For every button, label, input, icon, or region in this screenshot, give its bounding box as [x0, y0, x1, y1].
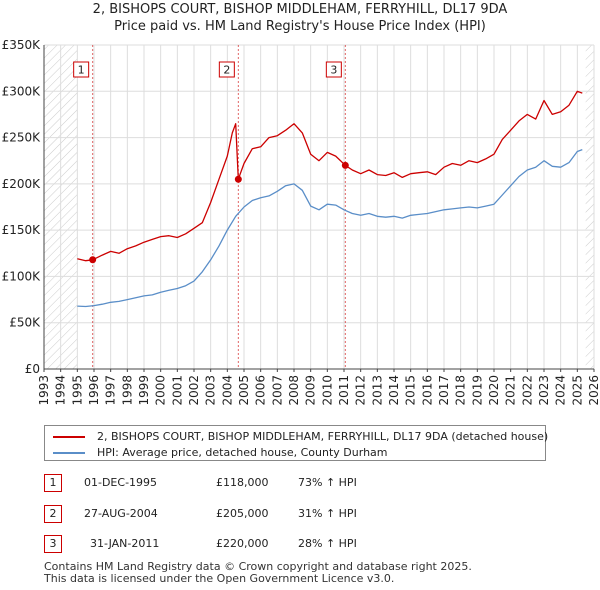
- sale-date: 01-DEC-1995: [84, 476, 158, 489]
- sale-date: 27-AUG-2004: [84, 507, 158, 520]
- x-tick-label: 2017: [437, 375, 451, 406]
- x-tick-label: 2016: [420, 375, 434, 406]
- x-tick-label: 2026: [587, 375, 600, 406]
- x-tick-label: 2005: [237, 375, 251, 406]
- x-tick-label: 2020: [487, 375, 501, 406]
- sale-date: 31-JAN-2011: [90, 537, 160, 550]
- hatched-region-end: [585, 45, 594, 369]
- x-tick-label: 1996: [87, 375, 101, 406]
- y-tick-label: £100K: [2, 269, 42, 283]
- x-tick-label: 2000: [154, 375, 168, 406]
- x-tick-label: 2002: [187, 375, 201, 406]
- legend-label-hpi: HPI: Average price, detached house, Coun…: [97, 446, 388, 459]
- x-tick-label: 2018: [454, 375, 468, 406]
- legend-line-hpi: [53, 452, 85, 454]
- property-price-line: [77, 90, 583, 262]
- y-tick-label: £0: [25, 362, 40, 376]
- price-chart: 1 2 3 £0 £50K £100K £150K £200K £250K £300K £350K…: [2, 38, 600, 406]
- x-tick-label: 2019: [470, 375, 484, 406]
- x-tick-label: 1998: [120, 375, 134, 406]
- sale-price: £220,000: [216, 537, 269, 550]
- legend-item-property: 2, BISHOPS COURT, BISHOP MIDDLEHAM, FERR…: [53, 430, 548, 443]
- x-tick-label: 2009: [304, 375, 318, 406]
- sale-point: [234, 175, 242, 183]
- sale-badge: 1: [44, 474, 62, 492]
- sale-price: £205,000: [216, 507, 269, 520]
- x-tick-label: 2008: [287, 375, 301, 406]
- sale-badge-label: 1: [78, 64, 85, 77]
- x-tick-label: 2022: [520, 375, 534, 406]
- legend: 2, BISHOPS COURT, BISHOP MIDDLEHAM, FERR…: [44, 425, 548, 461]
- x-tick-label: 2023: [537, 375, 551, 406]
- sale-hpi-change: 31% ↑ HPI: [298, 507, 357, 520]
- x-tick-label: 1999: [137, 375, 151, 406]
- x-tick-label: 1995: [70, 375, 84, 406]
- sale-hpi-change: 28% ↑ HPI: [298, 537, 357, 550]
- x-tick-label: 2004: [220, 375, 234, 406]
- x-tick-label: 2025: [570, 375, 584, 406]
- x-tick-label: 2021: [504, 375, 518, 406]
- sale-badge-box: [73, 61, 90, 78]
- sale-badge-box: [325, 61, 342, 78]
- x-tick-label: 2013: [370, 375, 384, 406]
- x-tick-label: 1994: [54, 375, 68, 406]
- sale-badge-box: [218, 61, 235, 78]
- footer: Contains HM Land Registry data © Crown c…: [44, 561, 472, 585]
- legend-line-property: [53, 436, 85, 438]
- sale-badge-label: 2: [223, 64, 230, 77]
- y-tick-label: £350K: [2, 38, 42, 52]
- x-tick-label: 2015: [404, 375, 418, 406]
- sale-point: [89, 256, 97, 264]
- x-tick-label: 1997: [104, 375, 118, 406]
- sale-badge: 2: [44, 505, 62, 523]
- x-tick-label: 2010: [320, 375, 334, 406]
- y-tick-label: £300K: [2, 84, 42, 98]
- legend-label-property: 2, BISHOPS COURT, BISHOP MIDDLEHAM, FERR…: [97, 430, 549, 443]
- y-tick-label: £250K: [2, 131, 42, 145]
- sale-badge-label: 3: [330, 64, 337, 77]
- hpi-line: [77, 148, 583, 308]
- sale-point: [341, 161, 349, 169]
- chart-title: 2, BISHOPS COURT, BISHOP MIDDLEHAM, FERR…: [92, 2, 508, 17]
- footer-copyright: Contains HM Land Registry data © Crown c…: [44, 560, 472, 573]
- x-tick-label: 1993: [37, 375, 51, 406]
- y-tick-label: £150K: [2, 223, 42, 237]
- footer-licence: This data is licensed under the Open Gov…: [44, 572, 395, 585]
- x-tick-label: 2006: [254, 375, 268, 406]
- sale-hpi-change: 73% ↑ HPI: [298, 476, 357, 489]
- x-tick-label: 2001: [170, 375, 184, 406]
- x-tick-label: 2007: [270, 375, 284, 406]
- legend-item-hpi: HPI: Average price, detached house, Coun…: [53, 446, 388, 459]
- y-tick-label: £200K: [2, 177, 42, 191]
- x-tick-label: 2014: [387, 375, 401, 406]
- x-tick-label: 2011: [337, 375, 351, 406]
- sale-badge: 3: [44, 535, 62, 553]
- chart-subtitle: Price paid vs. HM Land Registry's House …: [114, 19, 486, 34]
- x-tick-label: 2012: [354, 375, 368, 406]
- sale-price: £118,000: [216, 476, 269, 489]
- y-tick-label: £50K: [9, 316, 41, 330]
- x-tick-label: 2024: [554, 375, 568, 406]
- x-tick-label: 2003: [204, 375, 218, 406]
